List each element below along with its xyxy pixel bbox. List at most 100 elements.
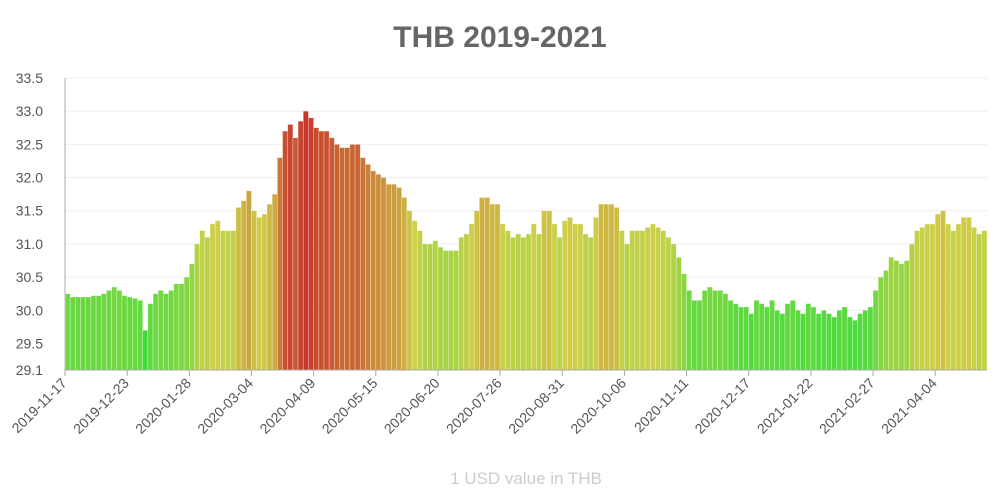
bar	[784, 303, 791, 371]
bar	[924, 223, 931, 371]
bar	[748, 313, 755, 371]
bar	[230, 230, 237, 371]
bar	[800, 313, 807, 371]
bar	[499, 223, 506, 371]
x-tick-label: 2020-07-26	[443, 375, 505, 437]
bar	[717, 290, 724, 371]
bar	[64, 293, 71, 371]
bar	[795, 309, 801, 371]
bar	[365, 163, 371, 371]
bar	[763, 306, 770, 371]
bar	[147, 303, 154, 371]
bar	[75, 296, 81, 371]
bar	[111, 286, 118, 371]
bar	[665, 236, 672, 371]
bar	[380, 177, 387, 371]
bar	[463, 233, 470, 371]
bar	[706, 286, 713, 371]
bar	[769, 300, 775, 371]
y-tick-label: 32.0	[16, 170, 43, 186]
bar	[929, 223, 936, 371]
bar	[536, 233, 542, 371]
bar	[805, 303, 812, 371]
bar	[852, 319, 858, 371]
bar	[670, 243, 677, 371]
bar	[256, 217, 263, 371]
bar	[401, 197, 408, 371]
bar	[178, 283, 185, 371]
bar	[561, 220, 568, 371]
bar	[251, 210, 257, 371]
bar	[422, 243, 428, 371]
bar	[183, 276, 190, 371]
chart-title: THB 2019-2021	[393, 21, 606, 54]
y-tick-label: 32.5	[16, 136, 43, 152]
bar	[945, 223, 952, 371]
bar	[396, 187, 402, 371]
bar	[308, 117, 314, 371]
bar	[919, 227, 926, 371]
bar	[349, 144, 356, 371]
bar	[69, 296, 76, 371]
bar	[271, 193, 278, 371]
bar	[696, 300, 703, 371]
bar	[235, 207, 242, 371]
bar	[613, 207, 620, 371]
bar	[582, 233, 589, 371]
bar	[541, 210, 548, 371]
bar	[960, 217, 967, 371]
bar	[888, 256, 895, 371]
x-tick-label: 2020-05-15	[319, 375, 381, 437]
bar	[603, 203, 610, 371]
bar	[841, 306, 848, 371]
bar	[189, 263, 195, 371]
bar	[608, 203, 615, 371]
bar	[458, 236, 465, 371]
bar	[883, 270, 889, 371]
bar	[157, 290, 164, 371]
bar	[898, 263, 905, 371]
bar	[634, 230, 641, 371]
bar	[981, 230, 988, 371]
bar	[909, 243, 915, 371]
y-tick-label: 29.5	[16, 335, 43, 351]
bar	[411, 220, 418, 371]
bar	[836, 309, 843, 371]
x-tick-label: 2020-04-09	[256, 375, 318, 437]
bar	[277, 157, 283, 371]
bar	[914, 230, 920, 371]
bar	[877, 276, 884, 371]
bar	[831, 316, 838, 371]
bar	[479, 197, 485, 371]
bar	[551, 223, 558, 371]
bar	[789, 300, 796, 371]
bar	[163, 293, 169, 371]
bar	[701, 290, 708, 371]
bar	[686, 290, 693, 371]
x-tick-label: 2019-11-17	[8, 375, 69, 436]
x-tick-label: 2020-12-17	[691, 375, 753, 437]
bar	[722, 293, 729, 371]
bar	[826, 313, 832, 371]
bar	[515, 233, 522, 371]
x-tick-label: 2020-08-31	[505, 375, 567, 437]
bar	[385, 183, 392, 371]
bar	[644, 227, 651, 371]
bar	[214, 220, 221, 371]
bar	[618, 230, 625, 371]
bar	[448, 250, 454, 371]
bar	[80, 296, 87, 371]
bar	[266, 203, 273, 371]
bar	[370, 170, 377, 371]
bar	[732, 303, 739, 371]
x-tick-label: 2019-12-23	[70, 375, 132, 437]
bar	[556, 236, 563, 371]
bar	[204, 236, 211, 371]
bar	[530, 223, 537, 371]
bar	[442, 250, 449, 371]
bar	[287, 124, 294, 371]
bar	[292, 137, 299, 371]
bar	[681, 273, 687, 371]
bar	[90, 295, 97, 371]
bar	[121, 295, 128, 371]
